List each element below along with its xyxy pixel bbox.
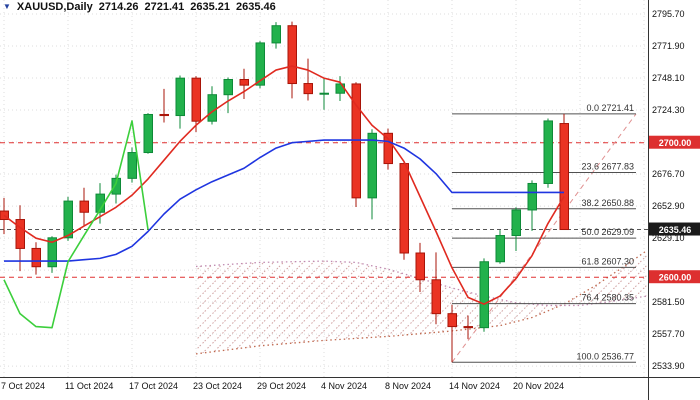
fib-level-label: 100.0 2536.77 — [576, 351, 634, 361]
symbol-marker-icon: ▼ — [3, 2, 11, 11]
candle-18-Nov — [479, 261, 489, 329]
candle-11-Nov — [399, 163, 409, 254]
candle-24-Oct — [207, 94, 217, 122]
fibonacci-layer: 0.0 2721.41 23.6 2677.83 38.2 2650.88 50.0 … — [451, 103, 637, 363]
candle-14-Oct — [79, 200, 89, 213]
y-axis-tick-label: 2652.90 — [652, 201, 685, 211]
candle-10-Oct — [47, 237, 57, 268]
candle-11-Oct — [63, 200, 73, 239]
ohlc-low-value: 2635.21 — [190, 1, 231, 13]
svg-text:2600.00: 2600.00 — [659, 273, 692, 283]
candle-7-Nov — [367, 132, 377, 199]
grid-layer — [0, 0, 648, 377]
candle-17-Oct — [127, 152, 137, 179]
y-axis-tick-label: 2748.10 — [652, 73, 685, 83]
y-axis-tick-label: 2795.70 — [652, 9, 685, 19]
ohlc-close-value: 2635.46 — [236, 1, 276, 13]
candle-9-Oct — [31, 247, 41, 268]
red-ma-line — [3, 65, 565, 305]
y-axis-tick-label: 2533.90 — [652, 361, 685, 371]
indicator-lines-layer — [3, 65, 565, 329]
ohlc-high-value: 2721.41 — [144, 1, 185, 13]
candle-22-Nov — [543, 120, 553, 184]
candle-28-Oct — [239, 79, 249, 86]
candle-1-Nov — [303, 83, 313, 95]
ohlc-open-value: 2714.26 — [98, 1, 139, 13]
candle-8-Oct — [15, 219, 25, 249]
y-axis-tick-label: 2557.70 — [652, 329, 685, 339]
candle-22-Oct — [175, 77, 185, 117]
candle-14-Nov — [447, 313, 457, 328]
x-axis-date-label: 4 Nov 2024 — [321, 381, 367, 391]
ichimoku-cloud-layer — [195, 249, 648, 355]
x-axis-date-label: 8 Nov 2024 — [385, 381, 431, 391]
chart-title: ▼ XAUUSD,Daily 2714.26 2721.41 2635.21 2… — [3, 1, 276, 13]
fib-level-label: 38.2 2650.88 — [581, 198, 634, 208]
fib-level-label: 50.0 2629.09 — [581, 227, 634, 237]
senkou-span-a-line — [195, 249, 648, 355]
x-axis-date-label: 11 Oct 2024 — [65, 381, 113, 391]
x-axis-date-label: 20 Nov 2024 — [513, 381, 564, 391]
candle-21-Nov — [527, 182, 537, 211]
fib-level-label: 23.6 2677.83 — [581, 162, 634, 172]
axis-price-badge-2635.46: 2635.46 — [649, 222, 700, 236]
x-axis-date-label: 29 Oct 2024 — [257, 381, 306, 391]
candles-layer — [0, 21, 569, 363]
candle-16-Oct — [111, 177, 121, 195]
candle-4-Nov — [319, 92, 329, 95]
candle-21-Oct — [159, 113, 169, 117]
price-badges-layer: 2700.00 2635.46 2600.00 — [649, 135, 700, 284]
fib-level-label: 76.4 2580.35 — [581, 293, 634, 303]
svg-text:2700.00: 2700.00 — [659, 138, 692, 148]
axis-price-badge-2700.00: 2700.00 — [649, 135, 700, 149]
y-axis-tick-label: 2676.70 — [652, 169, 685, 179]
blue-ma-line — [4, 139, 564, 262]
y-axis-tick-label: 2581.50 — [652, 297, 685, 307]
candle-29-Oct — [255, 42, 265, 86]
hline-layer — [0, 142, 648, 278]
green-chikou-line — [3, 120, 149, 329]
x-axis-date-label: 23 Oct 2024 — [193, 381, 242, 391]
candle-23-Oct — [191, 77, 201, 122]
candle-18-Oct — [143, 113, 153, 154]
y-axis-tick-label: 2724.30 — [652, 105, 685, 115]
candle-25-Nov — [559, 123, 569, 231]
candle-20-Nov — [511, 209, 521, 237]
candle-30-Oct — [271, 25, 281, 44]
candle-31-Oct — [287, 25, 297, 85]
candle-12-Nov — [415, 252, 425, 281]
candle-13-Nov — [431, 279, 441, 315]
candle-19-Nov — [495, 235, 505, 263]
x-axis-date-label: 17 Oct 2024 — [129, 381, 178, 391]
x-axis-date-label: 7 Oct 2024 — [1, 381, 45, 391]
kumo-fill — [196, 250, 648, 354]
fib-level-label: 0.0 2721.41 — [586, 103, 634, 113]
fib-level-label: 61.8 2607.30 — [581, 256, 634, 266]
x-axis-date-label: 14 Nov 2024 — [449, 381, 500, 391]
candle-8-Nov — [383, 132, 393, 165]
y-axis-tick-label: 2771.90 — [652, 41, 685, 51]
candle-5-Nov — [335, 83, 345, 94]
candle-25-Oct — [223, 79, 233, 96]
candle-15-Nov — [463, 326, 473, 329]
symbol-timeframe-label: XAUUSD,Daily — [16, 1, 93, 13]
axis-price-badge-2600.00: 2600.00 — [649, 270, 700, 284]
svg-text:2635.46: 2635.46 — [659, 225, 692, 235]
candle-6-Nov — [351, 83, 361, 199]
y-axis-tick-label: 2629.10 — [652, 233, 685, 243]
